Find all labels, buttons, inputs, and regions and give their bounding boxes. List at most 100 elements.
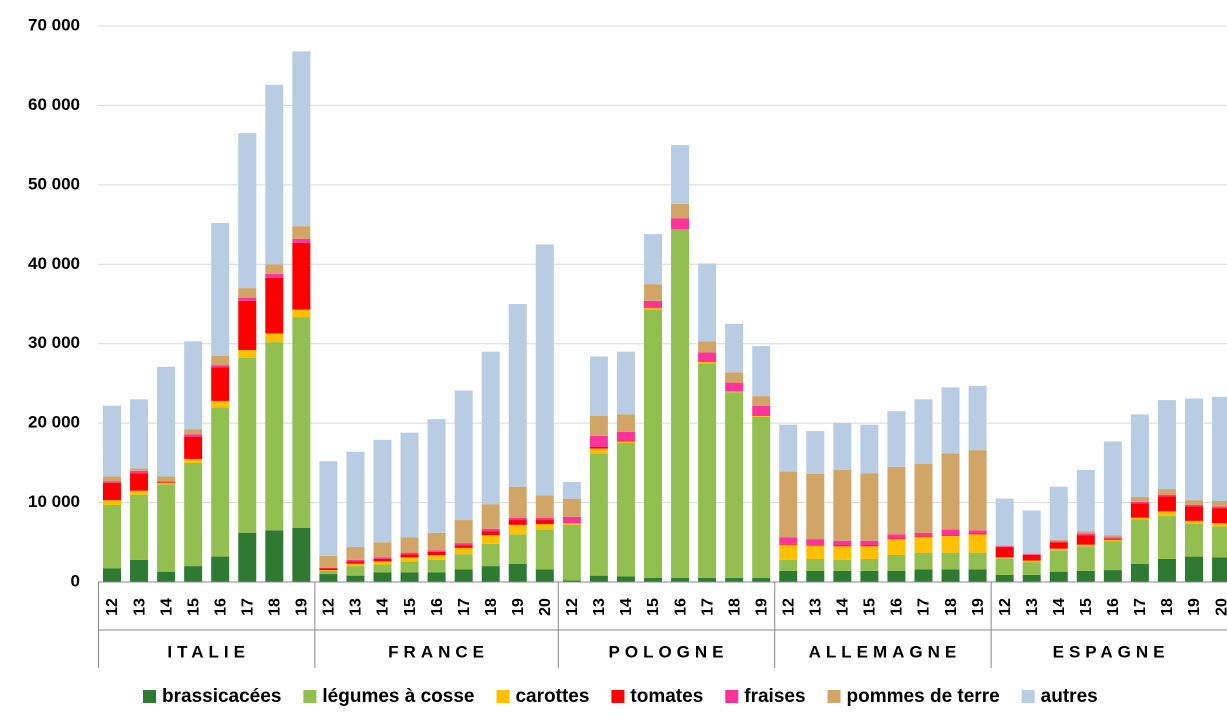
bar-segment	[1103, 535, 1122, 538]
bar-segment	[1185, 524, 1203, 557]
bar-segment	[130, 470, 149, 474]
bar-segment	[400, 554, 419, 558]
bar-segment	[238, 297, 257, 301]
bar-segment	[1076, 570, 1095, 582]
bar-segment	[887, 534, 906, 539]
y-tick-label: 30 000	[28, 333, 80, 352]
bar-segment	[184, 429, 203, 435]
bar-segment	[589, 435, 608, 447]
bar-segment	[968, 385, 987, 451]
bar-segment	[941, 535, 960, 536]
bar-segment	[400, 561, 419, 573]
bar-segment	[373, 561, 392, 565]
bar-segment	[644, 234, 662, 285]
x-tick-label: 18	[267, 598, 284, 616]
bar-segment	[346, 559, 365, 562]
bar-segment	[238, 350, 257, 359]
bar-segment	[1157, 494, 1176, 497]
bar-segment	[184, 436, 203, 459]
bar-segment	[1212, 508, 1227, 524]
bar-segment	[400, 537, 419, 553]
bar-segment	[833, 546, 852, 560]
bar-segment	[616, 414, 635, 432]
bar-segment	[725, 382, 744, 392]
bar-segment	[157, 481, 176, 483]
bar-segment	[1022, 510, 1041, 554]
y-tick-label: 20 000	[28, 413, 80, 432]
bar-segment	[941, 535, 960, 553]
bar-segment	[1130, 501, 1149, 504]
bar-segment	[319, 555, 338, 568]
bar-segment	[1185, 398, 1203, 501]
bar-segment	[671, 229, 690, 579]
bar-segment	[1185, 520, 1203, 525]
x-tick-label: 18	[1159, 598, 1176, 616]
bar-segment	[1212, 526, 1227, 558]
bar-segment	[211, 556, 230, 582]
bar-segment	[860, 570, 879, 582]
bar-segment	[779, 570, 798, 582]
legend-swatch	[496, 690, 510, 703]
bar-segment	[265, 530, 284, 582]
legend-swatch	[143, 690, 156, 703]
bar-segment	[184, 462, 203, 567]
x-tick-label: 13	[348, 598, 365, 616]
y-tick-label: 40 000	[28, 254, 80, 273]
bar-segment	[1049, 550, 1068, 572]
bar-segment	[1157, 558, 1176, 582]
bar-segment	[752, 415, 771, 417]
bar-segment	[373, 564, 392, 573]
bar-segment	[914, 535, 933, 537]
bar-segment	[995, 558, 1014, 575]
bar-segment	[535, 244, 554, 496]
bar-segment	[1185, 556, 1203, 582]
bar-segment	[292, 51, 311, 227]
x-tick-label: 17	[456, 598, 473, 616]
bar-segment	[698, 341, 717, 353]
bar-segment	[1212, 557, 1227, 582]
bar-segment	[103, 504, 121, 569]
bar-segment	[157, 571, 176, 582]
x-tick-label: 18	[943, 598, 960, 616]
bar-segment	[1049, 571, 1068, 582]
bar-segment	[211, 222, 230, 356]
bar-segment	[1157, 400, 1176, 490]
bar-segment	[265, 342, 284, 531]
bar-segment	[589, 356, 608, 416]
bar-segment	[319, 570, 338, 575]
bar-segment	[1076, 470, 1095, 532]
x-tick-label: 16	[889, 598, 906, 616]
bar-segment	[292, 317, 311, 528]
bar-segment	[535, 524, 554, 530]
bar-segment	[995, 545, 1014, 547]
x-tick-label: 17	[239, 598, 256, 616]
bar-segment	[833, 559, 852, 571]
bar-segment	[860, 473, 879, 541]
bar-segment	[535, 495, 554, 518]
bar-segment	[508, 304, 527, 487]
bar-segment	[481, 531, 500, 536]
bar-segment	[1130, 414, 1149, 498]
bar-segment	[346, 547, 365, 560]
x-tick-label: 17	[916, 598, 933, 616]
legend-label: légumes à cosse	[322, 686, 474, 707]
bar-segment	[860, 545, 879, 547]
x-tick-label: 18	[483, 598, 500, 616]
bar-segment	[752, 405, 771, 416]
bar-segment	[427, 551, 446, 555]
bar-segment	[400, 557, 419, 562]
x-tick-label: 17	[699, 598, 716, 616]
bar-segment	[941, 552, 960, 570]
bar-segment	[562, 580, 581, 582]
legend-label: tomates	[630, 686, 703, 707]
bar-segment	[698, 363, 717, 579]
x-tick-label: 14	[158, 598, 175, 616]
bar-segment	[481, 543, 500, 567]
x-tick-label: 14	[618, 598, 635, 616]
bar-segment	[400, 572, 419, 582]
bar-segment	[238, 532, 257, 582]
bar-segment	[184, 458, 203, 463]
y-tick-label: 10 000	[28, 492, 80, 511]
bar-segment	[1212, 523, 1227, 527]
